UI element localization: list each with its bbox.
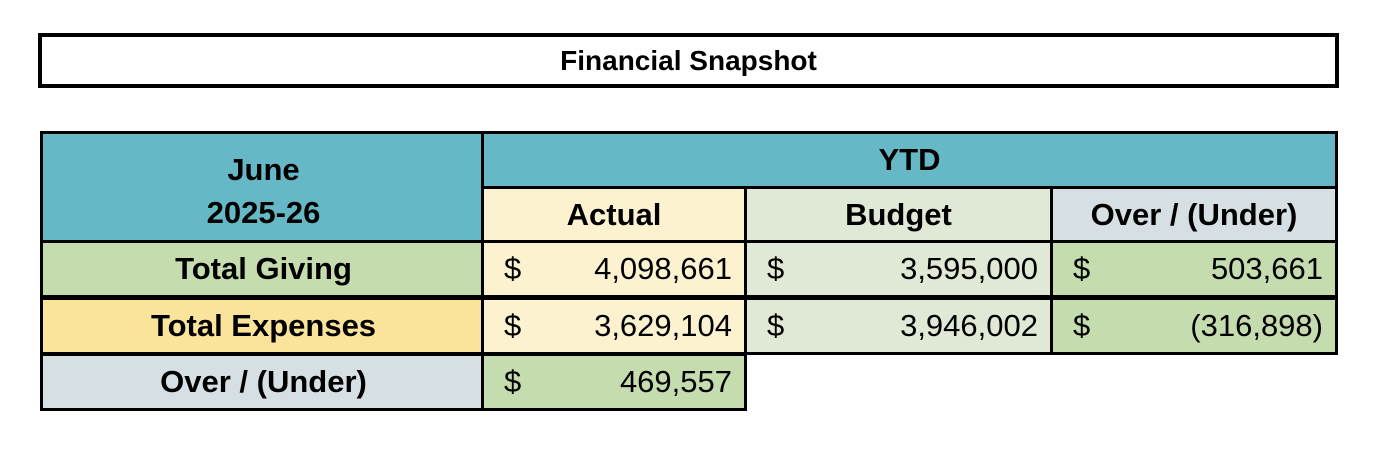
total-expenses-budget-cell: $ 3,946,002 [744,297,1053,355]
total-expenses-actual-cell: $ 3,629,104 [481,297,747,355]
row-label-over-under: Over / (Under) [40,353,487,411]
amount: 4,098,661 [594,251,732,286]
period-month: June [227,152,300,187]
over-under-actual-cell: $ 469,557 [481,353,747,411]
amount: 469,557 [619,364,732,399]
total-giving-actual-cell: $ 4,098,661 [481,240,747,298]
column-header-actual: Actual [481,186,747,243]
currency-symbol: $ [767,251,785,286]
amount: 3,629,104 [594,308,732,343]
page-title: Financial Snapshot [38,33,1339,88]
total-expenses-over-under-cell: $ (316,898) [1050,297,1338,355]
currency-symbol: $ [1073,251,1091,286]
row-label-total-giving: Total Giving [40,240,487,298]
ytd-header: YTD [481,131,1338,189]
row-label-total-expenses: Total Expenses [40,297,487,355]
amount: 503,661 [1210,251,1323,286]
column-header-budget: Budget [744,186,1053,243]
currency-symbol: $ [504,251,522,286]
amount: 3,595,000 [900,251,1038,286]
currency-symbol: $ [767,308,785,343]
currency-symbol: $ [1073,308,1091,343]
amount: 3,946,002 [900,308,1038,343]
currency-symbol: $ [504,364,522,399]
currency-symbol: $ [504,308,522,343]
total-giving-budget-cell: $ 3,595,000 [744,240,1053,298]
total-giving-over-under-cell: $ 503,661 [1050,240,1338,298]
column-header-over-under: Over / (Under) [1050,186,1338,243]
period-header: June 2025-26 [40,131,487,243]
amount: (316,898) [1190,308,1323,343]
period-year: 2025-26 [206,195,321,230]
